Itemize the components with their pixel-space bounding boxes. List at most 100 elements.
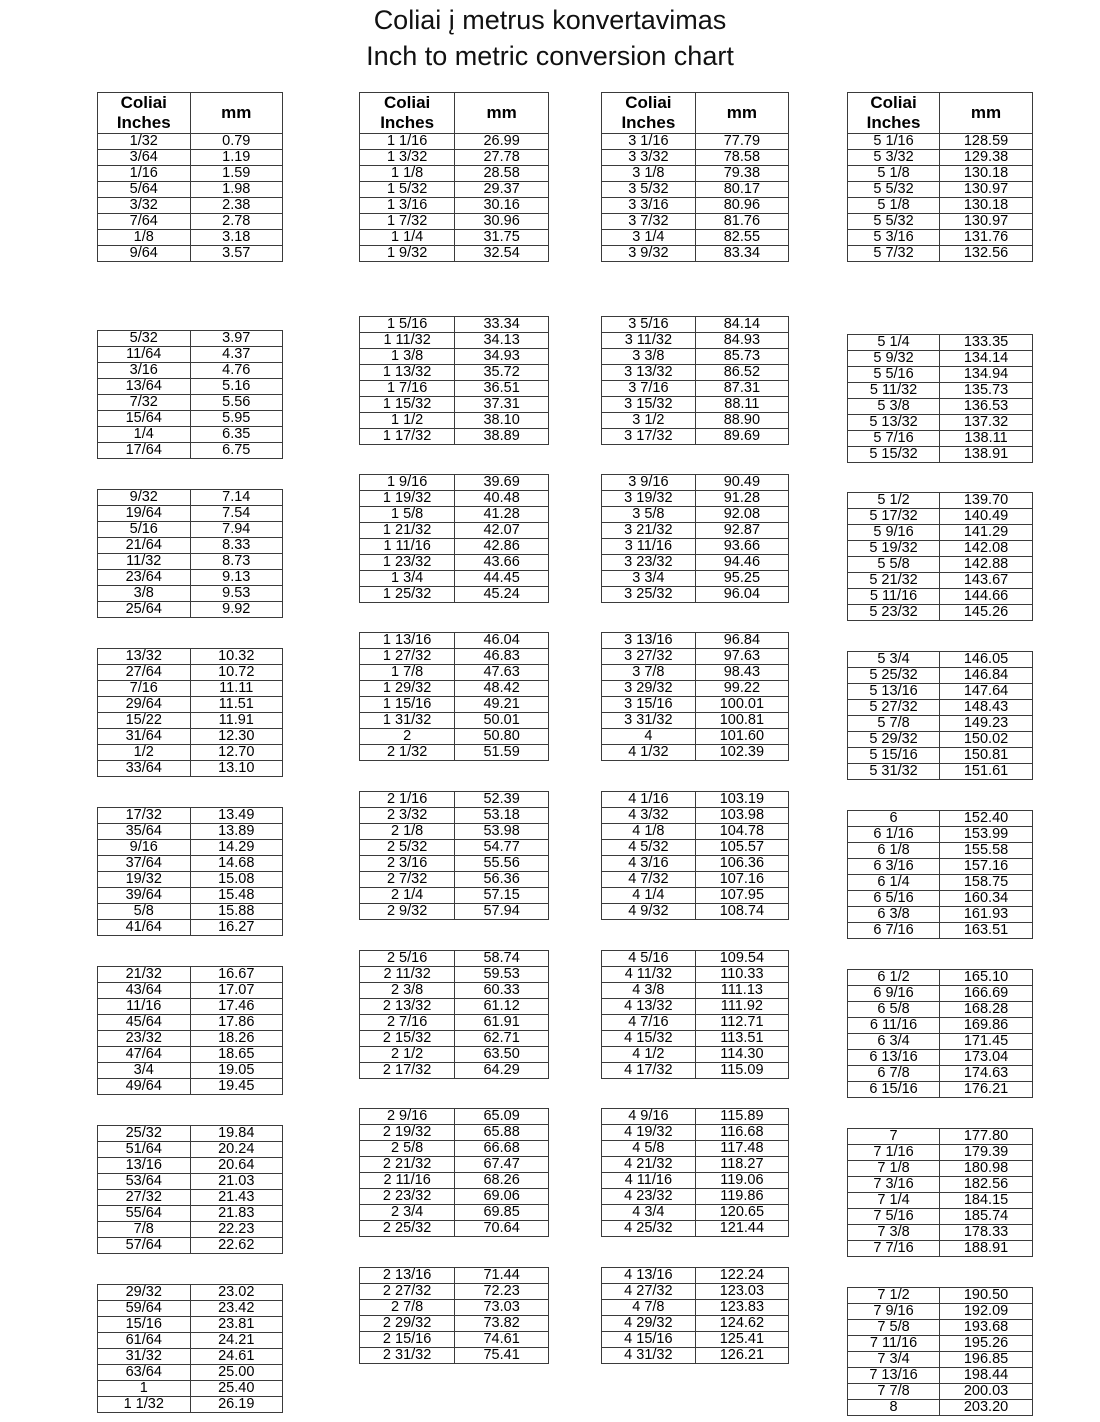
cell-inches: 7 3/4 bbox=[846, 1351, 941, 1368]
cell-mm: 52.39 bbox=[453, 791, 550, 808]
table-row: 4 1/4 107.95 bbox=[601, 887, 790, 904]
cell-inches: 2 5/8 bbox=[359, 1140, 455, 1157]
cell-mm: 19.84 bbox=[189, 1125, 283, 1142]
table-row: 17/64 6.75 bbox=[97, 442, 283, 459]
table-row: 2 19/32 65.88 bbox=[359, 1124, 550, 1141]
cell-inches: 1/8 bbox=[97, 229, 191, 246]
cell-mm: 9.13 bbox=[189, 569, 283, 586]
table-block-wrapper: 7 177.80 7 1/16 179.39 7 1/8 180.98 7 3/16 182.… bbox=[846, 1128, 1033, 1257]
cell-inches: 27/32 bbox=[97, 1189, 191, 1206]
table-row: 5 9/32 134.14 bbox=[846, 350, 1033, 367]
cell-mm: 119.06 bbox=[694, 1172, 790, 1189]
table-row: 6 7/16 163.51 bbox=[846, 922, 1033, 939]
cell-mm: 5.16 bbox=[189, 378, 283, 395]
table-row: 3 7/8 98.43 bbox=[601, 664, 790, 681]
cell-inches: 6 5/16 bbox=[846, 890, 941, 907]
table-row: 43/64 17.07 bbox=[97, 982, 283, 999]
cell-inches: 2 25/32 bbox=[359, 1220, 455, 1237]
cell-inches: 1 11/32 bbox=[359, 332, 455, 349]
table-row: 1 29/32 48.42 bbox=[359, 680, 550, 697]
cell-inches: 5 13/16 bbox=[846, 683, 941, 700]
cell-mm: 31.75 bbox=[453, 229, 550, 246]
cell-inches: 45/64 bbox=[97, 1014, 191, 1031]
cell-inches: 35/64 bbox=[97, 823, 191, 840]
table-row: 5 5/8 142.88 bbox=[846, 556, 1033, 573]
table-row: 1 1/4 31.75 bbox=[359, 229, 550, 246]
cell-inches: 13/16 bbox=[97, 1157, 191, 1174]
table-row: 3 13/32 86.52 bbox=[601, 364, 790, 381]
table-row: 5 7/8 149.23 bbox=[846, 715, 1033, 732]
cell-mm: 69.06 bbox=[453, 1188, 550, 1205]
column-header-inches: Coliai Inches bbox=[846, 92, 941, 134]
table-block-wrapper: 4 5/16 109.54 4 11/32 110.33 4 3/8 111.13 4 13… bbox=[601, 950, 790, 1079]
table-row: 2 9/32 57.94 bbox=[359, 903, 550, 920]
conversion-table-block: 4 9/16 115.89 4 19/32 116.68 4 5/8 117.48 4 21… bbox=[601, 1108, 790, 1237]
table-row: 1 27/32 46.83 bbox=[359, 648, 550, 665]
header-label-inches: Inches bbox=[866, 113, 921, 132]
cell-mm: 155.58 bbox=[939, 842, 1033, 859]
cell-mm: 26.99 bbox=[453, 133, 550, 150]
conversion-table-block: 25/32 19.84 51/64 20.24 13/16 20.64 53/64 21.03… bbox=[97, 1125, 283, 1254]
table-row: 5 1/4 133.35 bbox=[846, 334, 1033, 351]
table-row: 7 3/8 178.33 bbox=[846, 1224, 1033, 1241]
cell-inches: 4 9/32 bbox=[601, 903, 696, 920]
cell-inches: 5 5/16 bbox=[846, 366, 941, 383]
cell-mm: 126.21 bbox=[694, 1347, 790, 1364]
table-block-wrapper: 4 13/16 122.24 4 27/32 123.03 4 7/8 123.83 4 2… bbox=[601, 1267, 790, 1364]
table-row: 5 31/32 151.61 bbox=[846, 763, 1033, 780]
cell-mm: 142.88 bbox=[939, 556, 1033, 573]
cell-inches: 7/16 bbox=[97, 680, 191, 697]
table-row: 4 27/32 123.03 bbox=[601, 1283, 790, 1300]
cell-mm: 57.94 bbox=[453, 903, 550, 920]
cell-inches: 2 15/32 bbox=[359, 1030, 455, 1047]
cell-mm: 65.88 bbox=[453, 1124, 550, 1141]
cell-inches: 5/64 bbox=[97, 181, 191, 198]
cell-inches: 1 9/16 bbox=[359, 474, 455, 491]
cell-inches: 5 19/32 bbox=[846, 540, 941, 557]
cell-inches: 7 13/16 bbox=[846, 1367, 941, 1384]
cell-inches: 4 7/32 bbox=[601, 871, 696, 888]
table-row: 5 1/2 139.70 bbox=[846, 492, 1033, 509]
table-row: 29/32 23.02 bbox=[97, 1284, 283, 1301]
cell-mm: 13.10 bbox=[189, 760, 283, 777]
page-title-english: Inch to metric conversion chart bbox=[366, 41, 734, 71]
cell-inches: 6 3/4 bbox=[846, 1033, 941, 1050]
cell-mm: 5.56 bbox=[189, 394, 283, 411]
cell-mm: 23.42 bbox=[189, 1300, 283, 1317]
table-row: 2 15/16 74.61 bbox=[359, 1331, 550, 1348]
cell-mm: 42.07 bbox=[453, 522, 550, 539]
cell-mm: 123.83 bbox=[694, 1299, 790, 1316]
cell-mm: 32.54 bbox=[453, 245, 550, 262]
cell-inches: 2 11/32 bbox=[359, 966, 455, 983]
table-row: 1 13/16 46.04 bbox=[359, 632, 550, 649]
table-row: 4 1/32 102.39 bbox=[601, 744, 790, 761]
cell-mm: 18.65 bbox=[189, 1046, 283, 1063]
cell-mm: 108.74 bbox=[694, 903, 790, 920]
table-row: 1 1/32 26.19 bbox=[97, 1396, 283, 1413]
table-row: 5 13/32 137.32 bbox=[846, 414, 1033, 431]
table-row: 55/64 21.83 bbox=[97, 1205, 283, 1222]
cell-mm: 15.08 bbox=[189, 871, 283, 888]
table-row: 2 25/32 70.64 bbox=[359, 1220, 550, 1237]
cell-mm: 65.09 bbox=[453, 1108, 550, 1125]
cell-inches: 4 13/16 bbox=[601, 1267, 696, 1284]
cell-inches: 13/64 bbox=[97, 378, 191, 395]
cell-mm: 51.59 bbox=[453, 744, 550, 761]
cell-mm: 166.69 bbox=[939, 985, 1033, 1002]
table-block-wrapper: Coliai Inches mm 3 1/16 77.79 3 3/32 78.58 3 1/… bbox=[601, 92, 790, 262]
table-row: 3 1/4 82.55 bbox=[601, 229, 790, 246]
cell-inches: 1 1/8 bbox=[359, 165, 455, 182]
cell-inches: 5 15/16 bbox=[846, 747, 941, 764]
table-row: 2 7/32 56.36 bbox=[359, 871, 550, 888]
cell-inches: 61/64 bbox=[97, 1332, 191, 1349]
cell-inches: 2 1/2 bbox=[359, 1046, 455, 1063]
cell-inches: 43/64 bbox=[97, 982, 191, 999]
table-row: 7 7/16 188.91 bbox=[846, 1240, 1033, 1257]
table-row: 7/64 2.78 bbox=[97, 213, 283, 230]
table-block-wrapper: 7 1/2 190.50 7 9/16 192.09 7 5/8 193.68 7 11/1… bbox=[846, 1287, 1033, 1416]
cell-inches: 2 29/32 bbox=[359, 1315, 455, 1332]
column-header-mm: mm bbox=[453, 92, 550, 134]
table-row: 3/8 9.53 bbox=[97, 585, 283, 602]
table-row: 3 1/16 77.79 bbox=[601, 133, 790, 150]
table-row: 1 7/32 30.96 bbox=[359, 213, 550, 230]
